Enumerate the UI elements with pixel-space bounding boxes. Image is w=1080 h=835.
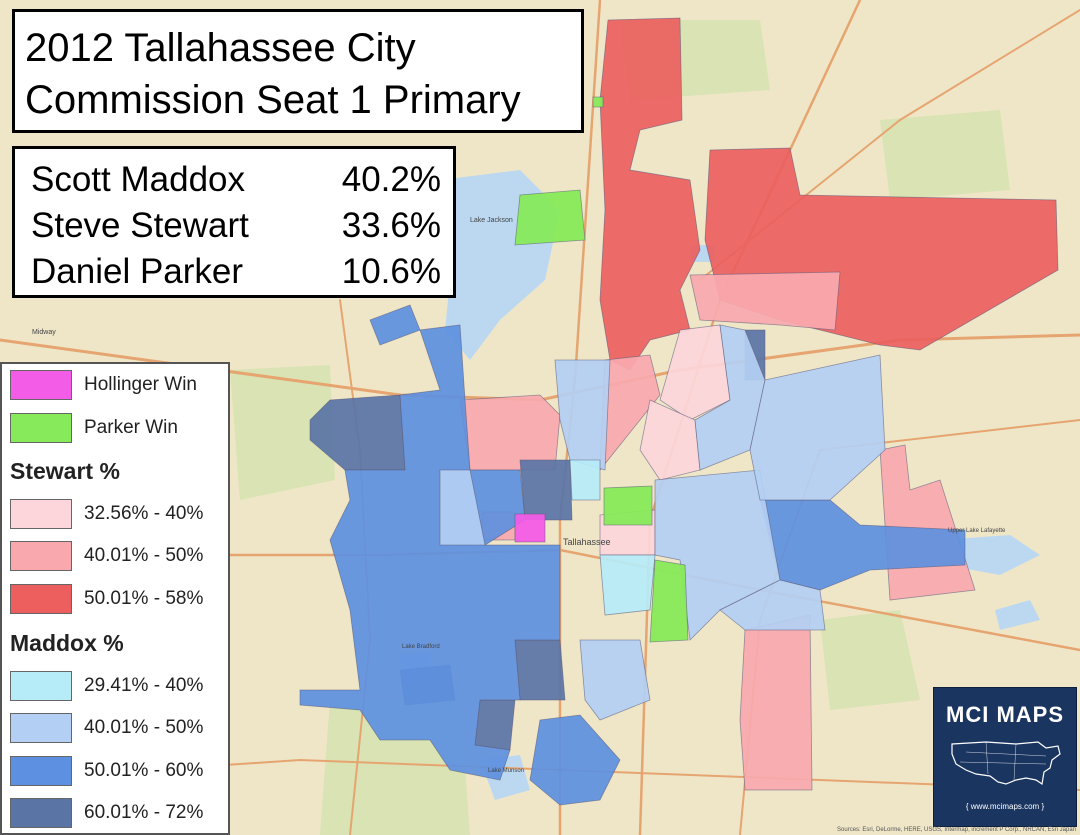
- lake-small: [995, 600, 1040, 630]
- legend-label: 32.56% - 40%: [84, 503, 204, 524]
- precinct-parker-win: [514, 189, 586, 246]
- legend-swatch: [10, 370, 72, 400]
- label-lake-bradford: Lake Bradford: [402, 644, 440, 650]
- label-lake-lafayette: Upper Lake Lafayette: [948, 528, 1006, 534]
- logo-text: MCI MAPS: [946, 702, 1064, 727]
- logo-url: { www.mcimaps.com }: [965, 802, 1045, 811]
- precinct-maddox-60-72: [474, 699, 516, 751]
- legend-item-hollinger: Hollinger Win: [10, 370, 197, 400]
- result-row: Scott Maddox 40.2%: [31, 157, 453, 203]
- legend-swatch: [10, 541, 72, 571]
- legend-swatch: [10, 584, 72, 614]
- precinct-maddox-40-50: [694, 324, 766, 471]
- legend-heading-stewart: Stewart %: [10, 458, 120, 484]
- legend-item-parker: Parker Win: [10, 413, 178, 443]
- candidate-percent: 40.2%: [341, 160, 441, 199]
- basemap-park: [880, 110, 1010, 200]
- legend-item-stewart-3: 50.01% - 58%: [10, 584, 203, 614]
- mci-maps-logo: MCI MAPS { www.mcimaps.com }: [933, 687, 1077, 827]
- precincts: [299, 17, 1059, 806]
- result-row: Steve Stewart 33.6%: [31, 203, 453, 249]
- precinct-maddox-60-72: [514, 639, 566, 701]
- precinct-parker-win: [649, 559, 689, 643]
- precinct-hollinger-win: [514, 513, 546, 543]
- legend-item-stewart-2: 40.01% - 50%: [10, 541, 203, 571]
- legend-label: Parker Win: [84, 417, 178, 438]
- map-title-box: 2012 Tallahassee City Commission Seat 1 …: [12, 9, 584, 133]
- legend-swatch: [10, 798, 72, 828]
- map-title-line-2: Commission Seat 1 Primary: [25, 78, 521, 122]
- candidate-name: Daniel Parker: [31, 252, 244, 291]
- precinct-stewart-40-50: [739, 614, 813, 791]
- legend-label: 40.01% - 50%: [84, 545, 204, 566]
- candidate-percent: 33.6%: [341, 206, 441, 245]
- candidate-name: Scott Maddox: [31, 160, 245, 199]
- legend-label: 60.01% - 72%: [84, 802, 204, 823]
- legend-heading-maddox: Maddox %: [10, 630, 124, 656]
- label-lake-munson: Lake Munson: [488, 768, 524, 774]
- map-title-line-1: 2012 Tallahassee City: [25, 26, 416, 70]
- precinct-maddox-40-50: [719, 579, 826, 631]
- results-box: Scott Maddox 40.2% Steve Stewart 33.6% D…: [12, 146, 456, 298]
- precinct-maddox-50-60: [369, 304, 421, 346]
- precinct-maddox-50-60: [299, 324, 561, 781]
- precinct-maddox-60-72: [519, 459, 573, 521]
- legend-item-maddox-1: 29.41% - 40%: [10, 671, 203, 701]
- precinct-stewart-40-50: [459, 394, 561, 471]
- basemap-park: [230, 365, 335, 500]
- legend-swatch: [10, 713, 72, 743]
- legend-item-maddox-4: 60.01% - 72%: [10, 798, 203, 828]
- candidate-name: Steve Stewart: [31, 206, 249, 245]
- usa-outline-icon: [951, 741, 1061, 786]
- legend-item-stewart-1: 32.56% - 40%: [10, 499, 203, 529]
- legend-label: 50.01% - 60%: [84, 760, 204, 781]
- legend-label: Hollinger Win: [84, 374, 197, 395]
- precinct-maddox-29-40: [569, 459, 601, 501]
- precinct-maddox-40-50: [749, 354, 886, 501]
- legend-item-maddox-2: 40.01% - 50%: [10, 713, 203, 743]
- precinct-stewart-32-40: [639, 399, 701, 481]
- label-tallahassee: Tallahassee: [563, 537, 611, 547]
- precinct-stewart-32-40: [659, 324, 731, 421]
- label-midway: Midway: [32, 329, 56, 336]
- legend-label: 29.41% - 40%: [84, 675, 204, 696]
- legend-label: 40.01% - 50%: [84, 717, 204, 738]
- legend-swatch: [10, 756, 72, 786]
- precinct-parker-win: [592, 96, 604, 108]
- precinct-maddox-40-50: [439, 469, 486, 546]
- legend-item-maddox-3: 50.01% - 60%: [10, 756, 203, 786]
- basemap-park: [820, 610, 920, 710]
- map-attribution: Sources: Esri, DeLorme, HERE, USGS, Inte…: [837, 827, 1076, 833]
- legend-swatch: [10, 499, 72, 529]
- precinct-stewart-50-58: [599, 17, 701, 371]
- precinct-stewart-40-50: [689, 271, 841, 331]
- legend-label: 50.01% - 58%: [84, 588, 204, 609]
- map-legend: Hollinger Win Parker Win Stewart % 32.56…: [0, 362, 230, 835]
- legend-swatch: [10, 671, 72, 701]
- legend-swatch: [10, 413, 72, 443]
- precinct-maddox-29-40: [599, 554, 656, 616]
- label-lake-jackson: Lake Jackson: [470, 217, 513, 224]
- candidate-percent: 10.6%: [341, 252, 441, 291]
- precinct-maddox-50-60: [529, 714, 621, 806]
- result-row: Daniel Parker 10.6%: [31, 249, 453, 295]
- precinct-maddox-40-50: [579, 639, 651, 721]
- precinct-parker-win: [603, 485, 653, 526]
